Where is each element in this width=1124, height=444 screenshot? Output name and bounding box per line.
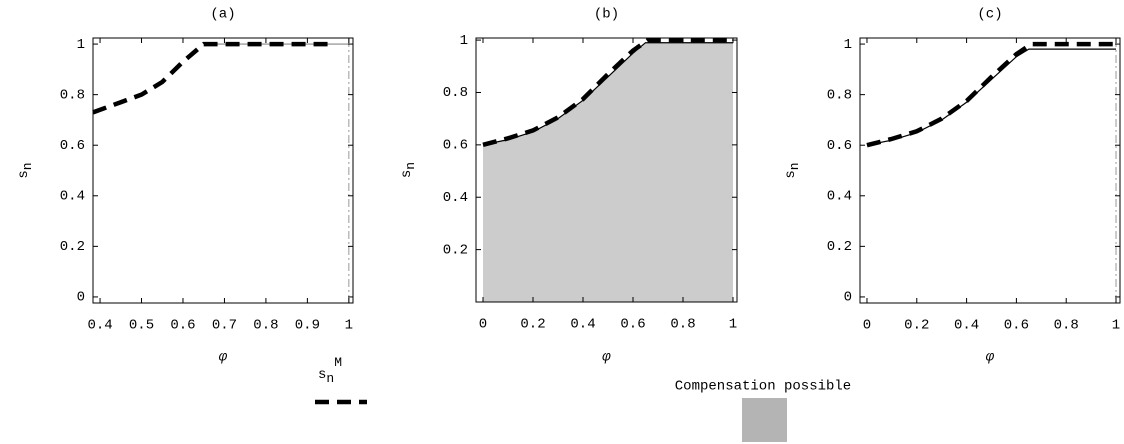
y-axis-label: sn [16, 162, 36, 178]
x-axis-label: φ [986, 350, 995, 366]
x-tick-label: 0.5 [129, 318, 154, 334]
y-tick-label: 1 [460, 33, 468, 49]
label-sub: n [787, 162, 802, 170]
x-tick-label: 0.7 [212, 318, 237, 334]
x-tick-label: 0.9 [295, 318, 320, 334]
label-sub: n [326, 371, 334, 386]
x-tick-label: 1 [345, 318, 353, 334]
x-tick-label: 0 [863, 318, 871, 334]
y-tick-label: 0 [844, 290, 852, 306]
x-tick-label: 0.2 [520, 317, 545, 333]
y-tick-label: 0.8 [443, 85, 468, 101]
y-axis-label: sn [783, 162, 803, 178]
label-base: s [318, 367, 326, 383]
y-tick-label: 0.8 [827, 87, 852, 103]
x-tick-label: 0.4 [570, 317, 595, 333]
chart-title: (a) [210, 7, 235, 23]
x-tick-label: 0.8 [1054, 318, 1079, 334]
x-tick-label: 0.8 [253, 318, 278, 334]
x-tick-label: 0.6 [1004, 318, 1029, 334]
y-tick-label: 0.2 [60, 239, 85, 255]
y-tick-label: 0.4 [443, 190, 468, 206]
line [92, 41, 329, 115]
plot-frame [859, 37, 1121, 304]
plot-frame [475, 37, 738, 303]
y-axis-label: sn [399, 162, 419, 178]
x-tick-label: 0.2 [904, 318, 929, 334]
y-tick-label: 0 [77, 290, 85, 306]
line [866, 48, 1117, 146]
y-tick-label: 0.4 [827, 188, 852, 204]
x-tick-label: 0 [479, 317, 487, 333]
x-tick-label: 0.6 [620, 317, 645, 333]
x-tick-label: 1 [1112, 318, 1120, 334]
y-tick-label: 1 [77, 37, 85, 53]
label-base: s [783, 170, 799, 178]
label-base: s [399, 170, 415, 178]
label-base: s [16, 170, 32, 178]
chart-title: (b) [594, 7, 619, 23]
x-axis-label: φ [219, 350, 228, 366]
x-axis-label: φ [602, 350, 611, 366]
y-tick-label: 0.2 [827, 239, 852, 255]
y-tick-label: 0.6 [827, 138, 852, 154]
y-tick-label: 0.6 [443, 138, 468, 154]
x-tick-label: 1 [729, 317, 737, 333]
line [866, 41, 1117, 148]
label-sup: M [334, 355, 342, 370]
area [483, 42, 733, 302]
x-tick-label: 0.4 [87, 318, 112, 334]
y-tick-label: 0.4 [60, 188, 85, 204]
legend-label: Compensation possible [675, 379, 851, 395]
legend-swatch [742, 398, 787, 442]
x-tick-label: 0.8 [670, 317, 695, 333]
x-tick-label: 0.4 [954, 318, 979, 334]
label-sub: n [403, 162, 418, 170]
label-sub: n [20, 162, 35, 170]
x-tick-label: 0.6 [170, 318, 195, 334]
y-tick-label: 1 [844, 37, 852, 53]
legend-label: snM [318, 355, 342, 386]
line [482, 37, 733, 148]
y-tick-label: 0.6 [60, 138, 85, 154]
plot-frame [92, 37, 354, 304]
y-tick-label: 0.8 [60, 87, 85, 103]
y-tick-label: 0.2 [443, 242, 468, 258]
chart-title: (c) [977, 7, 1002, 23]
